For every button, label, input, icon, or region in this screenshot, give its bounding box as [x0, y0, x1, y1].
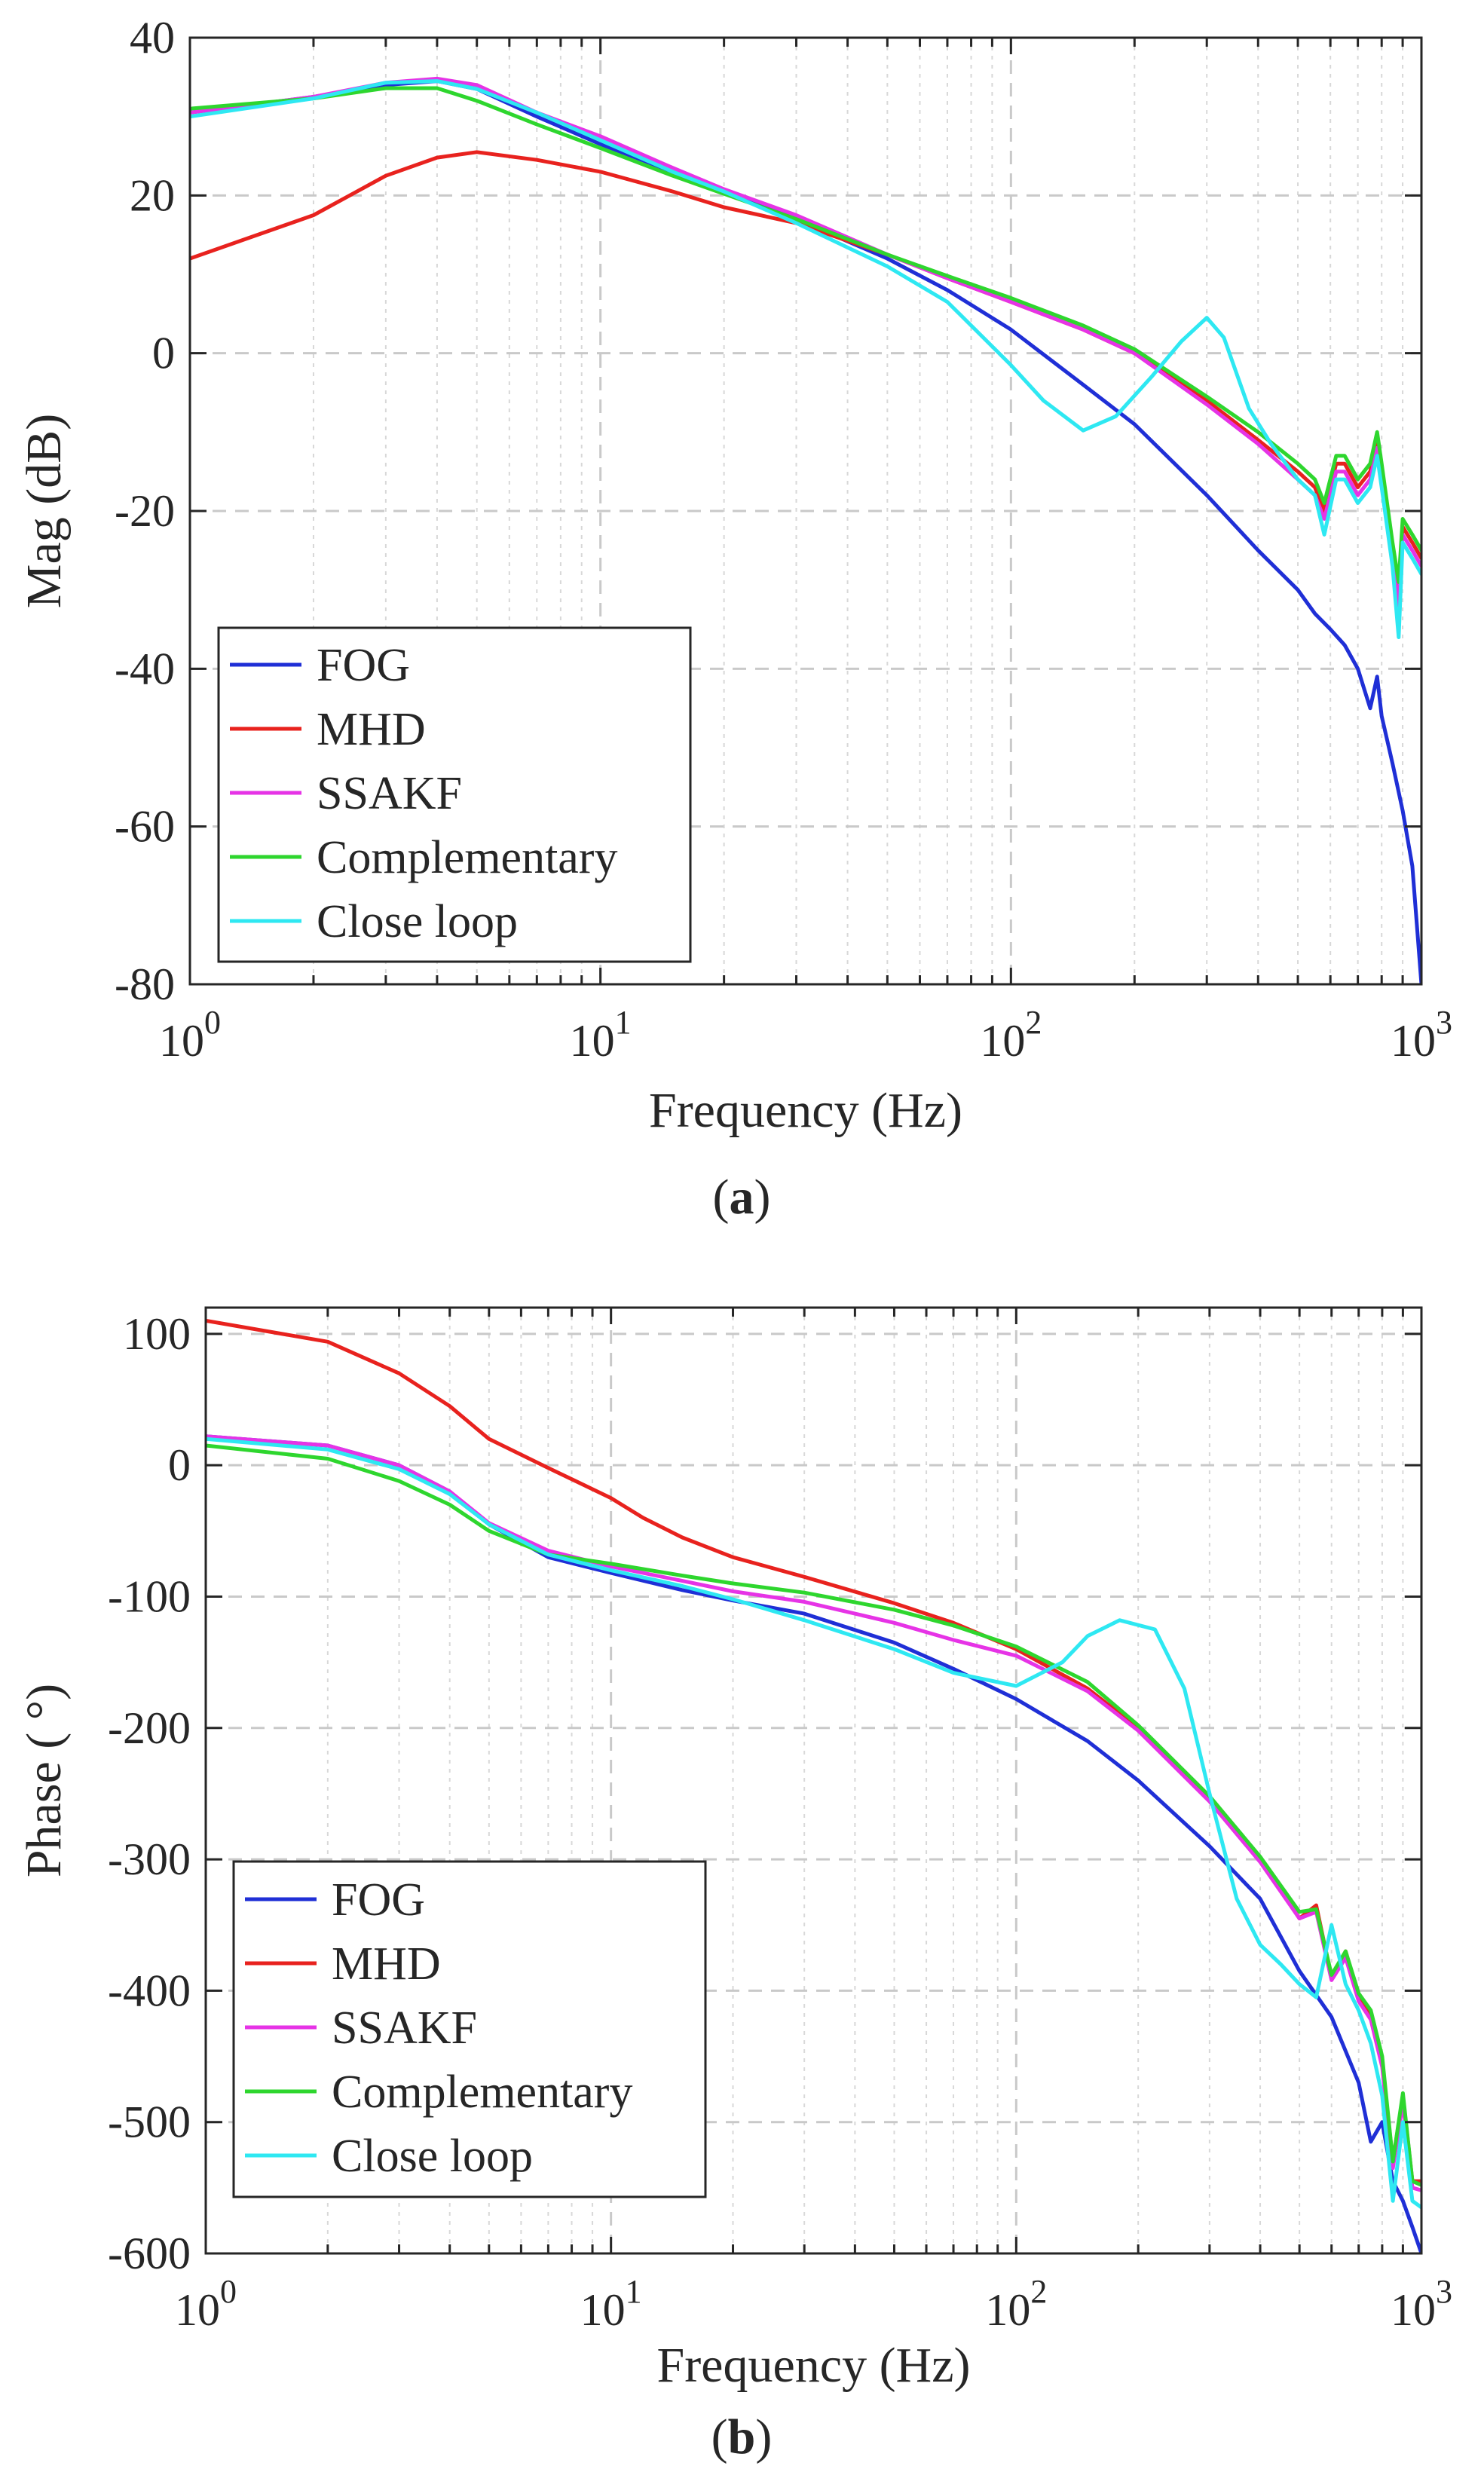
- x-tick-label: 101: [570, 1004, 632, 1066]
- panel-label: (a): [713, 1170, 771, 1225]
- legend-entry-label: SSAKF: [332, 2002, 477, 2054]
- x-tick-exponent: 0: [220, 2273, 237, 2310]
- legend-entry-label: FOG: [332, 1874, 425, 1926]
- x-tick-base: 10: [159, 1016, 204, 1066]
- x-tick-base: 10: [580, 2285, 626, 2335]
- x-tick-label: 103: [1391, 2273, 1452, 2335]
- panel-label: (b): [711, 2409, 773, 2464]
- x-tick-exponent: 3: [1436, 1004, 1452, 1041]
- y-axis-label: Mag (dB): [17, 414, 72, 608]
- x-axis-label: Frequency (Hz): [649, 1083, 962, 1138]
- series-group: [190, 76, 1421, 984]
- series-line-ssakf: [206, 1434, 1421, 2192]
- y-tick-label: -100: [108, 1571, 191, 1621]
- x-tick-exponent: 0: [204, 1004, 221, 1041]
- y-axis-label: Phase ( °): [17, 1684, 72, 1877]
- legend-entry-label: MHD: [332, 1938, 441, 1990]
- y-tick-label: -20: [115, 486, 175, 536]
- legend-entry-label: Complementary: [332, 2067, 632, 2118]
- panel-label-letter: b: [728, 2409, 756, 2464]
- y-tick-label: -400: [108, 1966, 191, 2015]
- x-tick-base: 10: [1391, 2285, 1436, 2335]
- series-line-fog: [190, 79, 1421, 984]
- x-tick-exponent: 1: [615, 1004, 632, 1041]
- y-tick-label: 40: [130, 13, 175, 63]
- panel-label-paren: (: [713, 1170, 730, 1225]
- panel-label-paren: ): [754, 1170, 771, 1225]
- y-tick-label: -80: [115, 959, 175, 1009]
- panel-label-paren: ): [755, 2409, 772, 2464]
- x-tick-label: 100: [159, 1004, 221, 1066]
- y-tick-label: -300: [108, 1834, 191, 1884]
- legend-entry-label: SSAKF: [317, 768, 462, 819]
- legend-entry-label: Close loop: [332, 2131, 533, 2182]
- series-line-close-loop: [190, 79, 1421, 639]
- axes-box: [204, 1306, 1423, 2255]
- y-tick-label: 0: [168, 1440, 191, 1490]
- x-tick-base: 10: [980, 1016, 1025, 1066]
- x-tick-label: 102: [985, 2273, 1047, 2335]
- x-tick-exponent: 2: [1030, 2273, 1047, 2310]
- x-tick-base: 10: [175, 2285, 220, 2335]
- x-tick-label: 100: [175, 2273, 237, 2335]
- legend-entry-label: MHD: [317, 704, 426, 755]
- series-line-complementary: [206, 1443, 1421, 2187]
- x-tick-base: 10: [1391, 1016, 1436, 1066]
- x-tick-base: 10: [985, 2285, 1030, 2335]
- legend: FOG MHD SSAKF Complementary Close loop: [217, 626, 692, 963]
- y-tick-label: -200: [108, 1703, 191, 1753]
- x-tick-exponent: 3: [1436, 2273, 1452, 2310]
- chart-panel-b: 100 101 102 1031000-100-200-300-400-500-600…: [17, 1306, 1452, 2464]
- series-group: [206, 1318, 1421, 2253]
- x-tick-exponent: 1: [626, 2273, 642, 2310]
- y-tick-label: 20: [130, 170, 175, 220]
- y-tick-label: -60: [115, 802, 175, 852]
- series-line-close-loop: [206, 1436, 1421, 2210]
- y-tick-label: -600: [108, 2229, 191, 2278]
- y-tick-label: -40: [115, 644, 175, 693]
- panel-label-letter: a: [730, 1170, 754, 1225]
- y-tick-label: -500: [108, 2097, 191, 2147]
- x-tick-label: 102: [980, 1004, 1042, 1066]
- legend: FOG MHD SSAKF Complementary Close loop: [232, 1860, 707, 2198]
- series-line-complementary: [190, 86, 1421, 584]
- legend-entry-label: Complementary: [317, 832, 617, 883]
- legend-entry-label: Close loop: [317, 896, 518, 947]
- x-tick-label: 101: [580, 2273, 642, 2335]
- x-axis-label: Frequency (Hz): [657, 2338, 971, 2393]
- x-tick-exponent: 2: [1025, 1004, 1042, 1041]
- grid: [190, 38, 1421, 984]
- x-tick-base: 10: [570, 1016, 615, 1066]
- y-tick-label: 100: [123, 1309, 191, 1359]
- y-tick-label: 0: [152, 329, 175, 378]
- legend-entry-label: FOG: [317, 640, 410, 691]
- x-tick-label: 103: [1391, 1004, 1452, 1066]
- panel-label-paren: (: [711, 2409, 728, 2464]
